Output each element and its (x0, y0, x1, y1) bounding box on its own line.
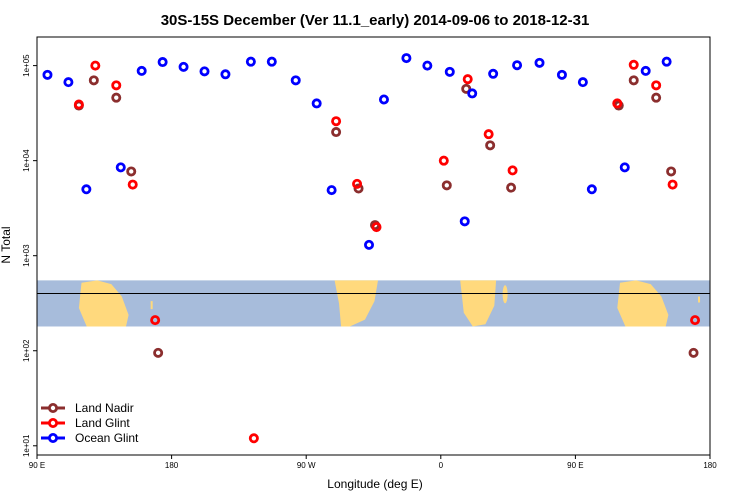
ocean-glint-point (444, 66, 455, 77)
ocean-glint-point (136, 65, 147, 76)
ocean-glint-point (619, 162, 630, 173)
ocean-glint-point (459, 216, 470, 227)
land-glint-point (331, 116, 342, 127)
x-tick-label: 90 E (29, 461, 45, 470)
ocean-glint-point (577, 77, 588, 88)
ocean-glint-point (401, 53, 412, 64)
x-axis-label: Longitude (deg E) (327, 477, 422, 491)
land-glint-point (690, 315, 701, 326)
x-tick-label: 180 (703, 461, 717, 470)
x-tick-label: 90 W (297, 461, 316, 470)
ocean-glint-point (178, 61, 189, 72)
ocean-glint-point (157, 57, 168, 68)
land-nadir-point (331, 127, 342, 138)
land-nadir-point (353, 183, 364, 194)
land-nadir-point (126, 166, 137, 177)
ocean-glint-point (311, 98, 322, 109)
x-tick-label: 90 E (567, 461, 583, 470)
land-glint-point (352, 178, 363, 189)
land-mass (334, 280, 378, 327)
land-nadir-point (461, 83, 472, 94)
land-nadir-point (688, 347, 699, 358)
ocean-glint-point (266, 56, 277, 67)
land-nadir-point (441, 180, 452, 191)
land-glint-point (667, 179, 678, 190)
land-mass (617, 280, 669, 327)
ocean-glint-point (42, 69, 53, 80)
x-tick-label: 180 (165, 461, 179, 470)
legend-swatch-marker (48, 417, 59, 428)
ocean-glint-point (326, 185, 337, 196)
x-axis-ticks: 90 E 180 90 W 0 90 E 180 (29, 455, 717, 470)
chart-title: 30S-15S December (Ver 11.1_early) 2014-0… (161, 12, 590, 29)
world-map-band (37, 280, 710, 327)
legend-label: Land Nadir (75, 401, 134, 415)
land-nadir-point (506, 182, 517, 193)
plot-frame (36, 36, 711, 456)
ocean-glint-point (661, 56, 672, 67)
ocean-glint-point (467, 88, 478, 99)
ocean-glint-point (378, 94, 389, 105)
y-tick-label: 1e+01 (22, 434, 31, 457)
ocean-glint-point (488, 68, 499, 79)
land-glint-point (612, 98, 623, 109)
land-mass (502, 285, 508, 304)
land-glint-point (371, 222, 382, 233)
y-axis-label: N Total (0, 226, 13, 263)
axes-frame (36, 36, 711, 456)
legend-swatch-marker (48, 402, 59, 413)
y-tick-label: 1e+04 (22, 149, 31, 172)
land-nadir-point (485, 140, 496, 151)
ocean-glint-point (586, 184, 597, 195)
land-nadir-point (111, 92, 122, 103)
ocean-glint-point (422, 60, 433, 71)
land-glint-point (111, 80, 122, 91)
ocean-glint-point (245, 56, 256, 67)
ocean-glint-point (115, 162, 126, 173)
legend-label: Ocean Glint (75, 431, 139, 445)
land-glint-point (462, 74, 473, 85)
land-glint-point (90, 60, 101, 71)
ocean-glint-point (556, 69, 567, 80)
land-glint-point (127, 179, 138, 190)
land-glint-point (248, 433, 259, 444)
land-nadir-point (628, 75, 639, 86)
y-tick-label: 1e+05 (22, 54, 31, 77)
land-glint-point (73, 99, 84, 110)
ocean-glint-point (220, 69, 231, 80)
ocean-glint-point (290, 75, 301, 86)
land-mass (150, 301, 153, 310)
land-mass (698, 296, 701, 303)
ocean-glint-point (534, 57, 545, 68)
ocean-glint-point (199, 66, 210, 77)
land-glint-point (483, 129, 494, 140)
land-nadir-point (651, 92, 662, 103)
x-tick-label: 0 (439, 461, 444, 470)
land-glint-point (628, 59, 639, 70)
ocean-glint-point (640, 65, 651, 76)
ocean-glint-point (364, 239, 375, 250)
land-nadir-point (88, 75, 99, 86)
land-glint-point (150, 315, 161, 326)
land-nadir-point (153, 347, 164, 358)
land-glint-point (438, 155, 449, 166)
land-glint-point (507, 165, 518, 176)
land-mass (78, 280, 129, 327)
ocean-glint-point (63, 77, 74, 88)
data-points (42, 53, 701, 444)
y-tick-label: 1e+02 (22, 339, 31, 362)
land-nadir-point (666, 166, 677, 177)
legend-swatch-marker (48, 432, 59, 443)
land-mass (460, 280, 497, 327)
ocean-glint-point (81, 184, 92, 195)
y-axis-ticks: 1e+01 1e+02 1e+03 1e+04 1e+05 (22, 54, 37, 457)
ocean-glint-point (512, 60, 523, 71)
land-glint-point (651, 80, 662, 91)
legend-label: Land Glint (75, 416, 130, 430)
y-tick-label: 1e+03 (22, 244, 31, 267)
